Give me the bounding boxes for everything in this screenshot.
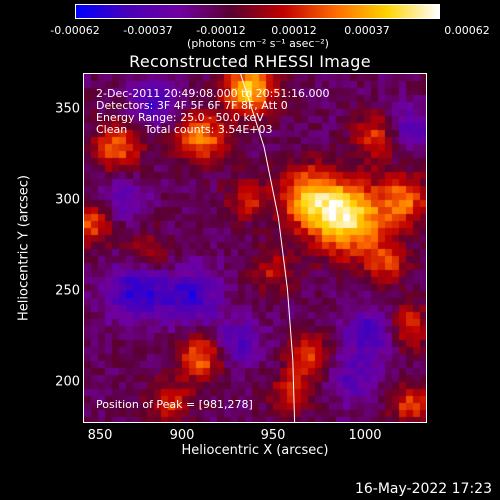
- colorbar: [75, 4, 440, 19]
- x-tick-label: 950: [260, 428, 286, 443]
- plot-area: 2-Dec-2011 20:49:08.000 to 20:51:16.000 …: [83, 73, 427, 423]
- colorbar-unit-label: (photons cm⁻² s⁻¹ asec⁻²): [187, 37, 329, 50]
- x-tick-label: 850: [87, 428, 113, 443]
- annotation-detectors: Detectors: 3F 4F 5F 6F 7F 8F, Att 0: [96, 99, 288, 112]
- chart-title: Reconstructed RHESSI Image: [129, 52, 371, 71]
- y-tick-label: 200: [55, 374, 80, 390]
- y-tick-label: 300: [55, 192, 80, 208]
- colorbar-tick-label: -0.00062: [50, 24, 100, 37]
- datestamp: 16-May-2022 17:23: [354, 481, 492, 497]
- colorbar-tick-label: -0.00037: [123, 24, 173, 37]
- annotation-time-range: 2-Dec-2011 20:49:08.000 to 20:51:16.000: [96, 87, 330, 100]
- x-tick-label: 900: [169, 428, 195, 443]
- solar-limb-line: [240, 74, 296, 422]
- limb-overlay: [240, 74, 296, 422]
- colorbar-tick-label: -0.00012: [196, 24, 246, 37]
- y-axis-label: Heliocentric Y (arcsec): [16, 175, 32, 321]
- x-tick-label: 1000: [348, 428, 382, 443]
- x-axis-label: Heliocentric X (arcsec): [181, 443, 329, 458]
- annotation-energy-range: Energy Range: 25.0 - 50.0 keV: [96, 111, 264, 124]
- y-tick-label: 350: [55, 101, 80, 117]
- colorbar-tick-label: 0.00062: [444, 24, 490, 37]
- y-tick-label: 250: [55, 283, 80, 299]
- heatmap-image: [84, 74, 426, 422]
- colorbar-tick-label: 0.00037: [344, 24, 390, 37]
- peak-position-label: Position of Peak = [981,278]: [96, 398, 253, 411]
- colorbar-tick-label: 0.00012: [271, 24, 317, 37]
- annotation-clean-counts: Clean Total counts: 3.54E+03: [96, 123, 273, 136]
